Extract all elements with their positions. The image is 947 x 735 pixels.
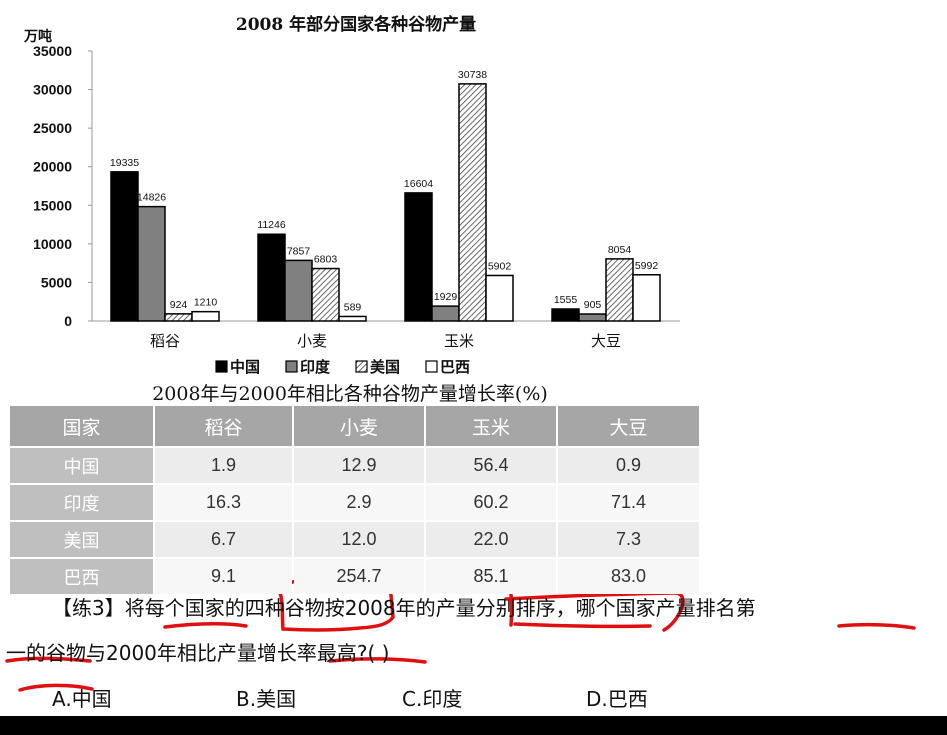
bar-印度-小麦 (284, 259, 313, 322)
table-cell: 16.3 (155, 485, 292, 520)
bar-印度-大豆 (578, 313, 607, 322)
bar-value-label: 7857 (287, 245, 311, 257)
table-cell: 83.0 (558, 559, 699, 594)
red-ink-stroke (5, 656, 92, 663)
bar-value-label: 8054 (608, 244, 632, 256)
bar-value-label: 589 (344, 301, 362, 313)
bar-美国-小麦 (311, 267, 340, 322)
option-c[interactable]: C.印度 (402, 687, 463, 711)
bar-value-label: 5992 (635, 260, 659, 272)
bar-中国-玉米 (404, 192, 433, 322)
header-rice: 稻谷 (155, 406, 292, 446)
option-a[interactable]: A.中国 (52, 687, 112, 711)
table-row: 印度 16.3 2.9 60.2 71.4 (10, 485, 699, 520)
question-line-2: 一的谷物与2000年相比产量增长率最高?( ) (6, 641, 390, 665)
table-cell: 60.2 (426, 485, 556, 520)
table-cell: 12.9 (294, 448, 424, 483)
table-cell: 7.3 (558, 522, 699, 557)
growth-rate-table: 国家 稻谷 小麦 玉米 大豆 中国 1.9 12.9 56.4 0.9 印度 1… (8, 404, 701, 596)
legend-swatch (285, 360, 298, 373)
table-cell: 22.0 (426, 522, 556, 557)
y-tick-label: 15000 (33, 197, 72, 213)
bar-中国-小麦 (257, 233, 286, 322)
row-country: 中国 (10, 448, 153, 483)
y-tick-label: 20000 (33, 159, 72, 175)
bar-value-label: 5902 (488, 260, 512, 272)
bar-value-label: 924 (170, 299, 188, 311)
legend-swatch (425, 360, 438, 373)
chart-title: 2008 年部分国家各种谷物产量 (236, 14, 476, 35)
bar-美国-玉米 (458, 83, 487, 322)
table-cell: 71.4 (558, 485, 699, 520)
bar-美国-稻谷 (164, 313, 193, 322)
bar-巴西-小麦 (338, 315, 367, 322)
table-cell: 6.7 (155, 522, 292, 557)
legend-swatch (355, 360, 368, 373)
bar-巴西-大豆 (632, 274, 661, 322)
bar-value-label: 6803 (314, 254, 338, 266)
header-country: 国家 (10, 406, 153, 446)
red-ink-stroke (328, 657, 427, 664)
y-axis-unit-label: 万吨 (23, 28, 52, 45)
bar-value-label: 905 (584, 299, 602, 311)
y-tick-label: 0 (64, 313, 72, 329)
table-caption: 2008年与2000年相比各种谷物产量增长率(%) (152, 383, 548, 405)
header-soybean: 大豆 (558, 406, 699, 446)
legend-label: 美国 (370, 358, 400, 376)
bar-value-label: 30738 (458, 69, 487, 81)
legend-label: 中国 (230, 358, 260, 376)
legend-label: 巴西 (440, 358, 470, 376)
table-cell: 254.7 (294, 559, 424, 594)
bar-value-label: 16604 (404, 178, 433, 190)
option-b[interactable]: B.美国 (236, 687, 297, 711)
bar-value-label: 1210 (194, 297, 218, 309)
bar-美国-大豆 (605, 258, 634, 322)
y-tick-label: 5000 (41, 274, 72, 290)
red-ink-stroke (18, 683, 94, 692)
bar-印度-稻谷 (137, 205, 166, 322)
table-cell: 85.1 (426, 559, 556, 594)
y-tick-label: 25000 (33, 120, 72, 136)
table-cell: 0.9 (558, 448, 699, 483)
table-row: 巴西 9.1 254.7 85.1 83.0 (10, 559, 699, 594)
bar-巴西-玉米 (485, 274, 514, 322)
red-ink-stroke (837, 622, 916, 630)
y-tick-label: 30000 (33, 82, 72, 98)
bar-value-label: 1555 (554, 294, 578, 306)
table-header-row: 国家 稻谷 小麦 玉米 大豆 (10, 406, 699, 446)
x-category-label: 大豆 (591, 332, 621, 350)
red-ink-stroke (163, 622, 248, 629)
legend-label: 印度 (300, 358, 331, 376)
bar-印度-玉米 (431, 305, 460, 322)
table-cell: 12.0 (294, 522, 424, 557)
table-cell: 2.9 (294, 485, 424, 520)
table-cell: 56.4 (426, 448, 556, 483)
table-row: 中国 1.9 12.9 56.4 0.9 (10, 448, 699, 483)
table-row: 美国 6.7 12.0 22.0 7.3 (10, 522, 699, 557)
legend-swatch (215, 360, 228, 373)
bar-中国-稻谷 (110, 171, 139, 322)
table-cell: 9.1 (155, 559, 292, 594)
header-corn: 玉米 (426, 406, 556, 446)
bar-value-label: 19335 (110, 157, 139, 169)
x-category-label: 稻谷 (150, 332, 180, 350)
y-tick-label: 10000 (33, 236, 72, 252)
table-cell: 1.9 (155, 448, 292, 483)
bar-value-label: 1929 (434, 291, 458, 303)
x-category-label: 玉米 (444, 332, 474, 350)
bar-value-label: 14826 (137, 192, 166, 204)
row-country: 巴西 (10, 559, 153, 594)
question-line-1: 【练3】将每个国家的四种谷物按2008年的产量分别排序，哪个国家产量排名第 (52, 596, 756, 620)
option-d[interactable]: D.巴西 (586, 687, 648, 711)
header-wheat: 小麦 (294, 406, 424, 446)
x-category-label: 小麦 (297, 332, 327, 350)
bar-value-label: 11246 (257, 219, 286, 231)
y-tick-label: 35000 (33, 43, 72, 59)
row-country: 印度 (10, 485, 153, 520)
bar-巴西-稻谷 (191, 310, 220, 322)
bar-中国-大豆 (551, 308, 580, 322)
row-country: 美国 (10, 522, 153, 557)
